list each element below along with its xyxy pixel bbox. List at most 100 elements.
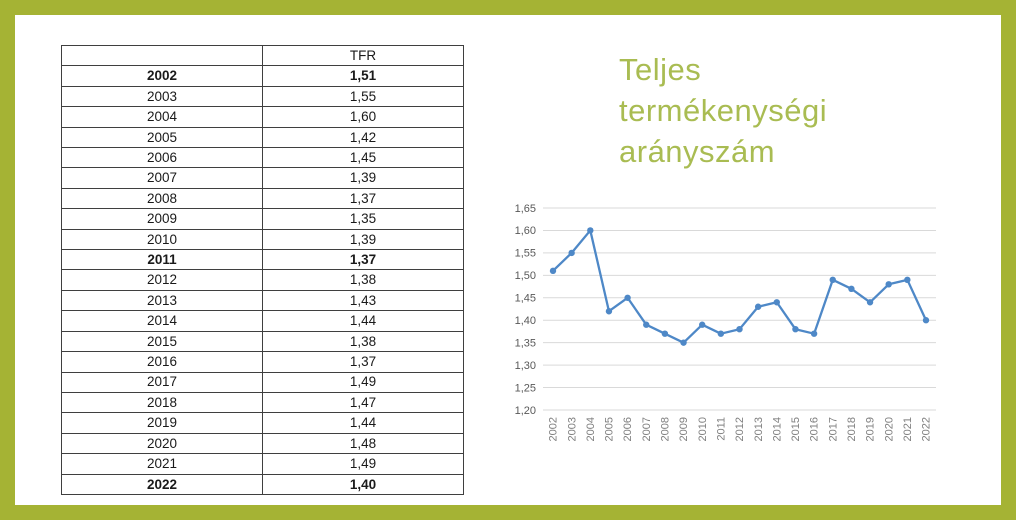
table-header-row: TFR [61, 44, 464, 67]
tfr-value-cell: 1,37 [262, 351, 464, 373]
table-row: 2022 1,40 [61, 473, 464, 496]
x-tick-label: 2022 [921, 417, 933, 441]
x-tick-label: 2009 [678, 417, 690, 441]
tfr-value-cell: 1,60 [262, 106, 464, 128]
tfr-value-cell: 1,45 [262, 147, 464, 169]
data-point [810, 330, 818, 337]
x-tick-label: 2014 [771, 417, 783, 441]
x-tick-label: 2021 [902, 417, 914, 441]
x-tick-label: 2013 [753, 417, 765, 441]
year-cell: 2012 [61, 269, 263, 291]
table-row: 2009 1,35 [61, 208, 464, 230]
x-tick-label: 2005 [604, 417, 616, 441]
data-point [624, 294, 631, 301]
year-cell: 2014 [61, 310, 263, 332]
data-point [922, 317, 930, 324]
table-row: 2008 1,37 [61, 187, 464, 210]
year-cell: 2009 [61, 208, 263, 230]
year-header-cell [61, 44, 263, 67]
tfr-table: TFR 2002 1,51 2003 1,55 2004 1,60 2005 1,42 2006… [61, 44, 464, 496]
year-cell: 2020 [61, 432, 263, 455]
x-tick-label: 2007 [641, 417, 653, 441]
tfr-value-cell: 1,35 [262, 208, 464, 230]
x-tick-label: 2003 [566, 417, 578, 441]
table-row: 2017 1,49 [61, 371, 464, 393]
data-point [568, 249, 575, 257]
table-row: 2003 1,55 [61, 85, 464, 108]
tfr-header-cell: TFR [262, 44, 464, 67]
data-point [773, 299, 780, 306]
year-cell: 2016 [61, 351, 263, 373]
year-cell: 2019 [61, 412, 263, 434]
year-cell: 2015 [61, 330, 263, 353]
tfr-value-cell: 1,39 [262, 228, 464, 251]
year-cell: 2003 [61, 85, 263, 108]
data-point [736, 326, 743, 333]
table-row: 2015 1,38 [61, 330, 464, 353]
data-point [792, 326, 799, 333]
year-cell: 2008 [61, 187, 263, 210]
table-row: 2018 1,47 [61, 391, 464, 414]
tfr-value-cell: 1,44 [262, 310, 464, 332]
page-title-line: Teljes [619, 52, 702, 87]
data-point [587, 227, 594, 234]
year-cell: 2018 [61, 391, 263, 414]
x-tick-label: 2002 [548, 417, 560, 441]
x-tick-label: 2006 [622, 417, 634, 441]
x-tick-label: 2016 [809, 417, 821, 441]
tfr-value-cell: 1,44 [262, 412, 464, 434]
y-tick-label: 1,25 [515, 382, 536, 394]
year-cell: 2017 [61, 371, 263, 393]
year-cell: 2007 [61, 167, 263, 189]
table-row: 2012 1,38 [61, 269, 464, 291]
tfr-value-cell: 1,38 [262, 269, 464, 291]
year-cell: 2004 [61, 106, 263, 128]
x-tick-label: 2004 [585, 417, 597, 441]
page-title-line: arányszám [619, 134, 776, 170]
data-point [754, 303, 762, 310]
tfr-value-cell: 1,51 [262, 65, 464, 87]
table-row: 2016 1,37 [61, 351, 464, 373]
table-row: 2006 1,45 [61, 147, 464, 169]
table-row: 2014 1,44 [61, 310, 464, 332]
tfr-value-cell: 1,39 [262, 167, 464, 189]
table-row: 2020 1,48 [61, 432, 464, 455]
year-cell: 2005 [61, 126, 263, 149]
table-row: 2013 1,43 [61, 289, 464, 312]
page-title: Teljes termékenységi arányszám [619, 49, 949, 173]
x-tick-label: 2020 [883, 417, 895, 441]
data-point [904, 276, 911, 284]
tfr-value-cell: 1,48 [262, 432, 464, 455]
data-point [699, 321, 706, 328]
data-point [866, 299, 874, 306]
x-tick-label: 2018 [846, 417, 858, 441]
tfr-value-cell: 1,37 [262, 249, 464, 271]
data-point [680, 339, 687, 346]
table-row: 2019 1,44 [61, 412, 464, 434]
x-tick-label: 2011 [715, 417, 727, 441]
data-point [717, 330, 725, 337]
tfr-value-cell: 1,55 [262, 85, 464, 108]
table-row: 2007 1,39 [61, 167, 464, 189]
tfr-value-cell: 1,47 [262, 391, 464, 414]
y-tick-label: 1,40 [515, 315, 536, 327]
tfr-line-chart: 1,20 1,25 1,30 1,35 1,40 1,45 1,50 1,55 1,60 1,65… [500, 193, 950, 463]
data-line [551, 229, 928, 344]
data-point [549, 267, 557, 275]
x-tick-label: 2012 [734, 417, 746, 441]
tfr-value-cell: 1,40 [262, 473, 464, 496]
data-point [605, 308, 613, 315]
y-tick-label: 1,20 [515, 405, 536, 417]
data-point [848, 285, 855, 292]
y-tick-label: 1,30 [515, 360, 536, 372]
x-tick-label: 2010 [697, 417, 709, 441]
x-tick-label: 2008 [660, 417, 672, 441]
page-title-line: termékenységi [619, 93, 828, 129]
year-cell: 2010 [61, 228, 263, 251]
tfr-table-container: TFR 2002 1,51 2003 1,55 2004 1,60 2005 1,42 2006… [61, 44, 464, 496]
table-row: 2004 1,60 [61, 106, 464, 128]
y-tick-label: 1,50 [515, 270, 536, 282]
year-cell: 2002 [61, 65, 263, 87]
y-tick-label: 1,35 [515, 337, 536, 349]
